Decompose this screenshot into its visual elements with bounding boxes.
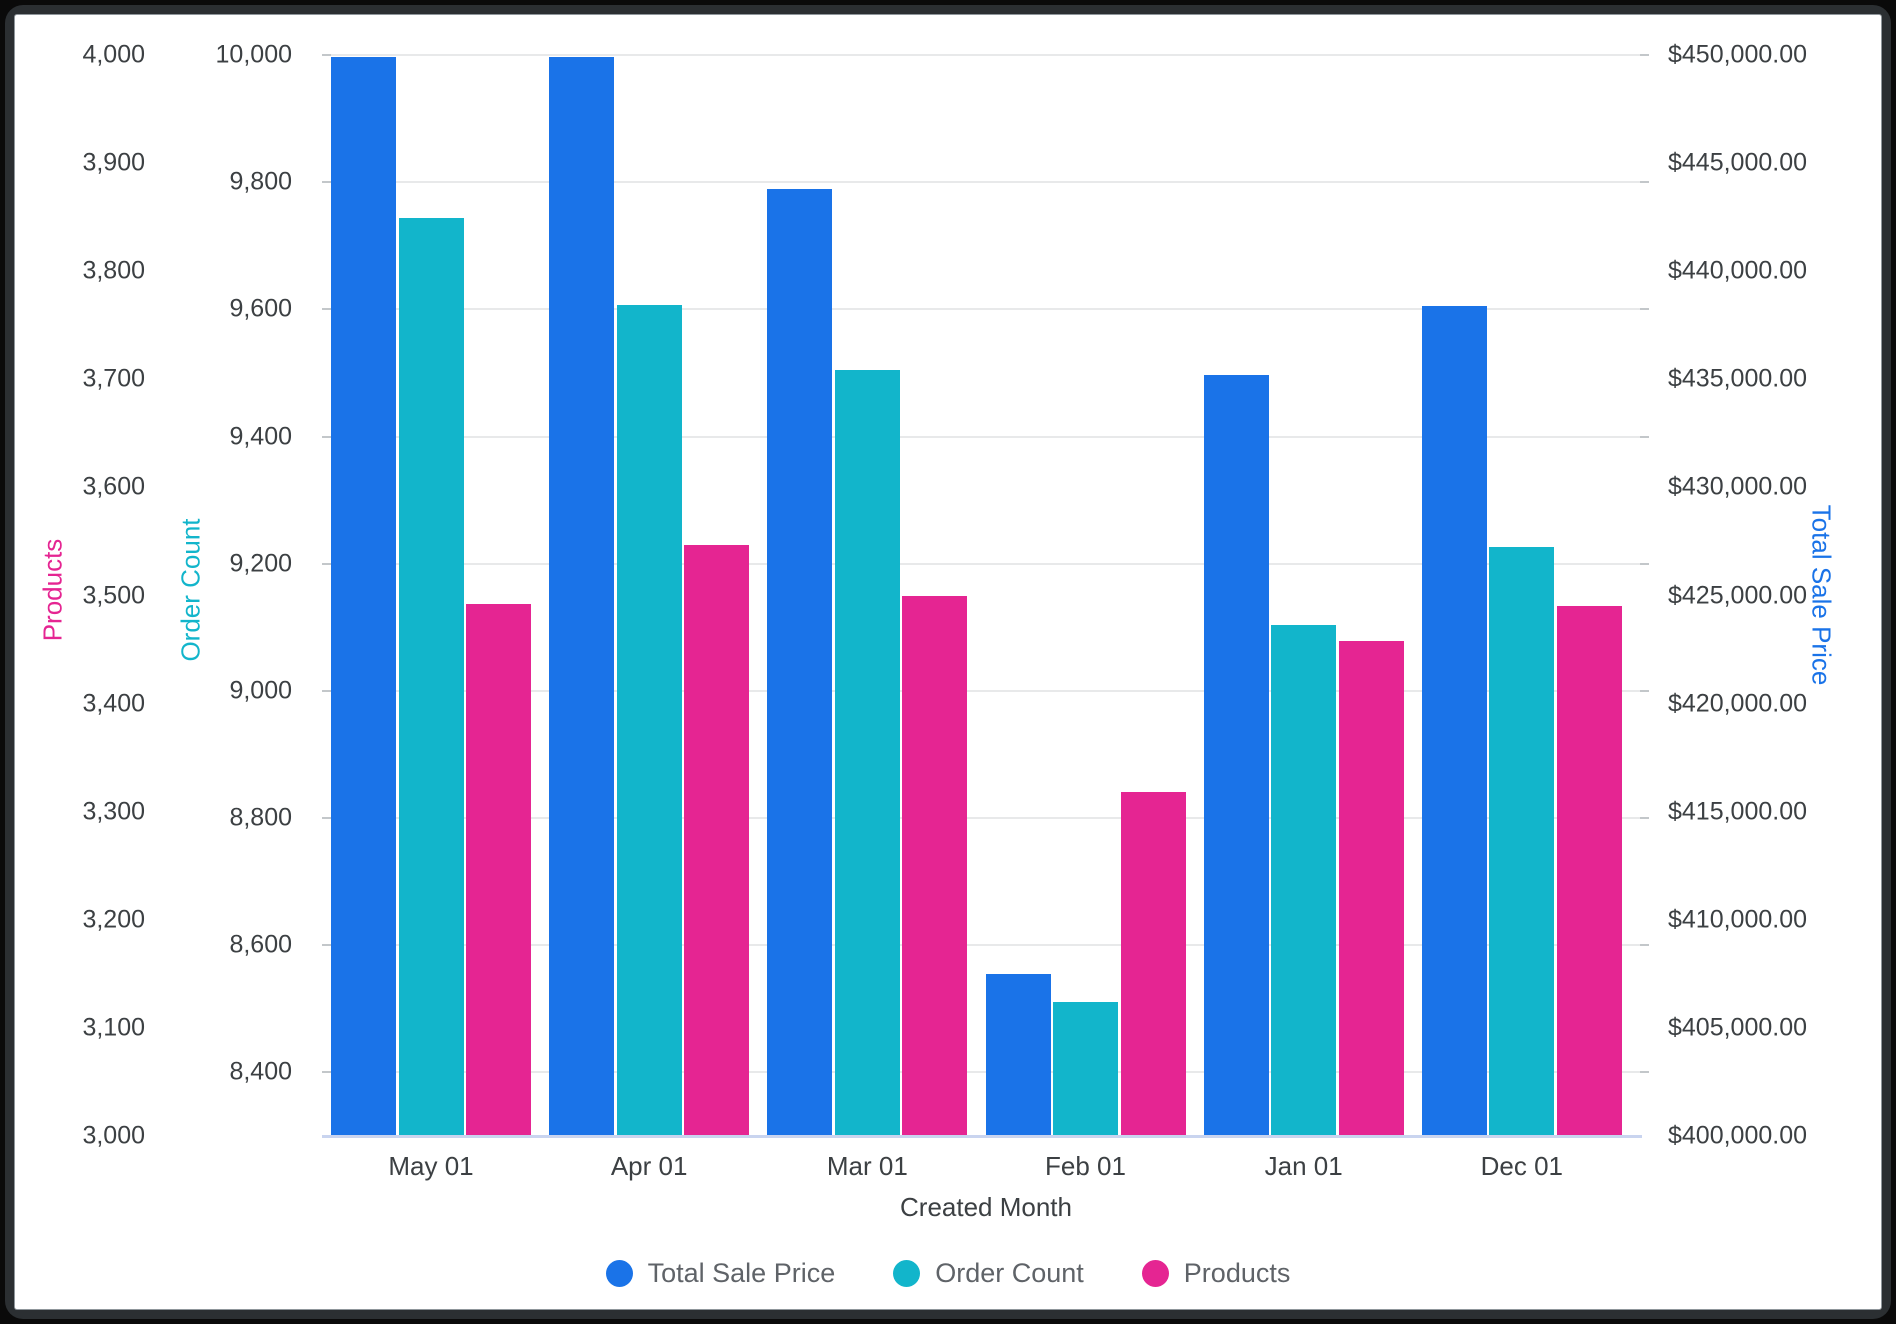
x-tick-label-feb-01: Feb 01 [1045, 1151, 1126, 1181]
total-sale-price-tick-label: $440,000.00 [1668, 256, 1808, 285]
bar-order-count-jan-01[interactable] [1271, 625, 1337, 1136]
products-tick-label: 3,000 [82, 1121, 145, 1150]
left-tick-mark [322, 435, 331, 438]
right-tick-mark [1640, 54, 1649, 56]
total-sale-price-tick-label: $430,000.00 [1668, 472, 1808, 501]
right-tick-mark [1640, 689, 1649, 692]
products-tick-label: 3,200 [82, 905, 145, 934]
bar-order-count-dec-01[interactable] [1489, 546, 1555, 1136]
left-tick-mark [322, 54, 331, 56]
products-tick-label: 3,300 [82, 797, 145, 826]
order-count-tick-label: 8,400 [229, 1057, 292, 1086]
right-tick-mark [1640, 1071, 1649, 1074]
total-sale-price-tick-label: $415,000.00 [1668, 797, 1808, 826]
bar-order-count-mar-01[interactable] [834, 370, 900, 1136]
total-sale-price-tick-label: $435,000.00 [1668, 364, 1808, 393]
gridline [331, 435, 1640, 438]
order-count-tick-label: 9,200 [229, 549, 292, 578]
order-count-tick-label: 10,000 [215, 40, 292, 69]
left-tick-mark [322, 562, 331, 565]
gridline [331, 308, 1640, 311]
total-sale-price-tick-label: $400,000.00 [1668, 1121, 1808, 1150]
bar-products-apr-01[interactable] [684, 544, 750, 1136]
products-axis-title: Products [37, 538, 68, 642]
total-sale-price-axis-title: Total Sale Price [1806, 504, 1837, 686]
order-count-tick-label: 9,000 [229, 676, 292, 705]
legend-item-products[interactable]: Products [1141, 1258, 1291, 1289]
order-count-tick-label: 9,800 [229, 167, 292, 196]
bar-total-sale-price-apr-01[interactable] [549, 57, 615, 1136]
order-count-tick-label: 9,400 [229, 422, 292, 451]
x-axis-baseline [322, 1135, 1642, 1138]
legend-item-order-count[interactable]: Order Count [893, 1258, 1084, 1289]
bar-order-count-feb-01[interactable] [1053, 1002, 1118, 1136]
products-tick-label: 3,600 [82, 472, 145, 501]
bar-order-count-apr-01[interactable] [616, 304, 682, 1136]
total-sale-price-tick-label: $445,000.00 [1668, 148, 1808, 177]
total-sale-price-tick-label: $420,000.00 [1668, 689, 1808, 718]
right-tick-mark [1640, 435, 1649, 438]
bar-total-sale-price-dec-01[interactable] [1421, 305, 1487, 1136]
x-axis-title: Created Month [900, 1192, 1072, 1222]
bar-products-dec-01[interactable] [1556, 606, 1622, 1136]
legend-item-total-sale-price[interactable]: Total Sale Price [605, 1258, 836, 1289]
legend: Total Sale Price Order Count Products [0, 1258, 1896, 1289]
legend-label: Order Count [935, 1258, 1084, 1288]
left-tick-mark [322, 308, 331, 311]
legend-dot-products [1141, 1260, 1169, 1287]
left-tick-mark [322, 1071, 331, 1074]
total-sale-price-tick-label: $405,000.00 [1668, 1013, 1808, 1042]
bar-total-sale-price-jan-01[interactable] [1203, 374, 1269, 1136]
bar-total-sale-price-feb-01[interactable] [985, 973, 1051, 1136]
products-tick-label: 3,100 [82, 1013, 145, 1042]
right-tick-mark [1640, 181, 1649, 184]
products-tick-label: 4,000 [82, 40, 145, 69]
gridline [331, 944, 1640, 947]
order-count-axis-title: Order Count [175, 518, 206, 662]
x-tick-label-mar-01: Mar 01 [826, 1151, 908, 1181]
total-sale-price-tick-label: $425,000.00 [1668, 581, 1808, 609]
legend-label: Products [1183, 1258, 1291, 1288]
bar-products-jan-01[interactable] [1338, 640, 1404, 1136]
order-count-tick-label: 9,600 [229, 294, 292, 323]
left-tick-mark [322, 817, 331, 820]
bar-products-feb-01[interactable] [1120, 792, 1186, 1136]
order-count-tick-label: 8,800 [229, 803, 292, 832]
gridline [331, 54, 1640, 56]
x-tick-label-may-01: May 01 [388, 1151, 474, 1181]
bar-products-mar-01[interactable] [902, 595, 968, 1136]
products-tick-label: 3,700 [82, 364, 145, 393]
gridline [331, 689, 1640, 692]
legend-dot-order-count [893, 1260, 921, 1287]
left-tick-mark [322, 689, 331, 692]
x-tick-label-dec-01: Dec 01 [1480, 1151, 1564, 1181]
right-tick-mark [1640, 817, 1649, 820]
right-tick-mark [1640, 944, 1649, 947]
products-tick-label: 3,900 [82, 148, 145, 177]
bar-products-may-01[interactable] [466, 604, 531, 1136]
gridline [331, 181, 1640, 184]
left-tick-mark [322, 181, 331, 184]
order-count-tick-label: 8,600 [229, 930, 292, 959]
legend-dot-total-sale-price [605, 1260, 633, 1287]
gridline [331, 562, 1640, 565]
x-tick-label-jan-01: Jan 01 [1264, 1151, 1343, 1181]
legend-label: Total Sale Price [647, 1258, 836, 1288]
total-sale-price-tick-label: $410,000.00 [1668, 905, 1808, 934]
x-tick-label-apr-01: Apr 01 [610, 1151, 688, 1181]
gridline [331, 817, 1640, 820]
total-sale-price-tick-label: $450,000.00 [1668, 40, 1808, 69]
bar-order-count-may-01[interactable] [398, 218, 464, 1136]
bar-total-sale-price-mar-01[interactable] [767, 189, 833, 1136]
products-tick-label: 3,800 [82, 256, 145, 285]
left-tick-mark [322, 944, 331, 947]
bar-total-sale-price-may-01[interactable] [331, 57, 396, 1136]
products-tick-label: 3,500 [82, 581, 145, 609]
right-tick-mark [1640, 562, 1649, 565]
right-tick-mark [1640, 308, 1649, 311]
products-tick-label: 3,400 [82, 689, 145, 718]
